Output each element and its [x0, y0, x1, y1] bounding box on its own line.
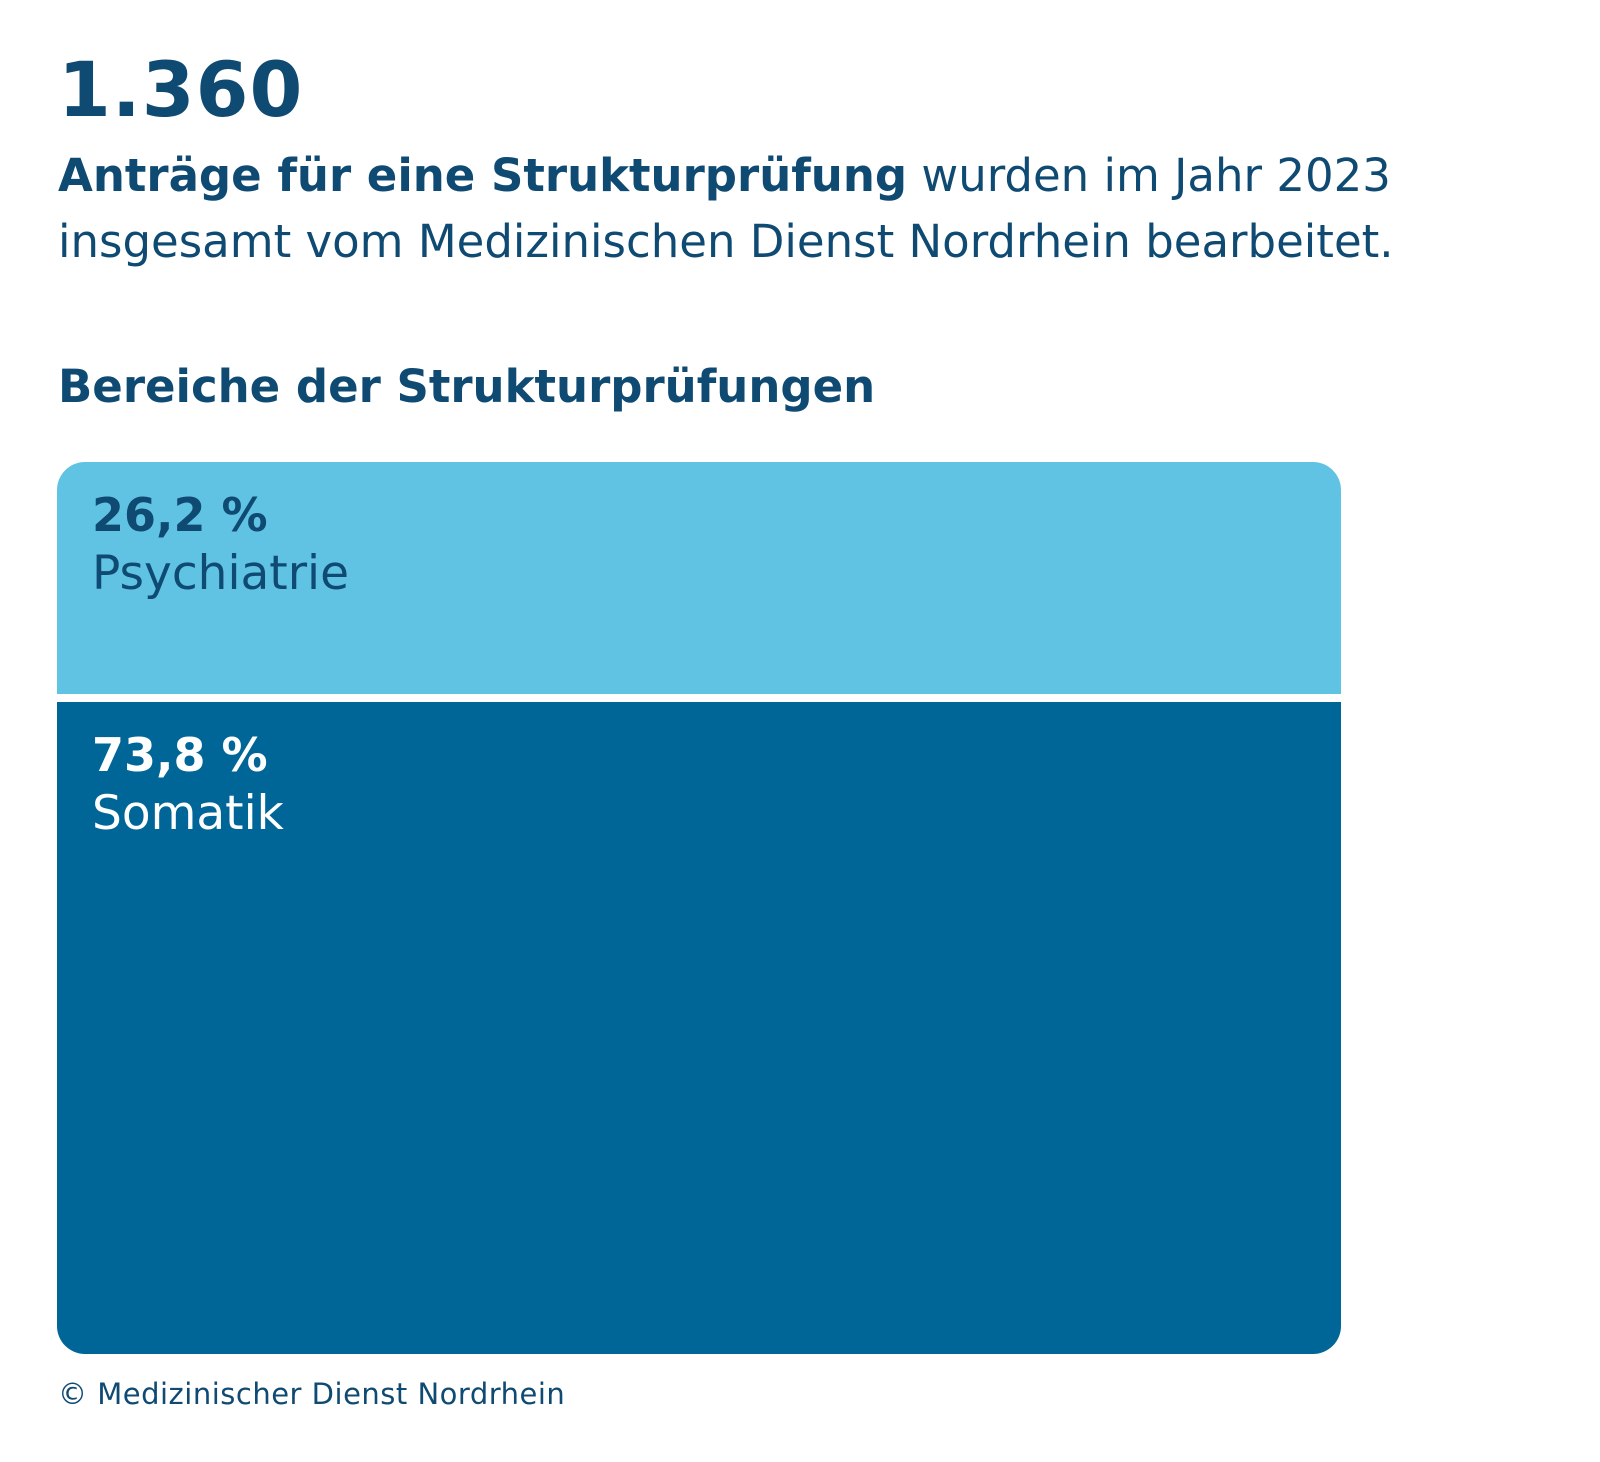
stacked-bar-chart: 26,2 % Psychiatrie 73,8 % Somatik: [57, 462, 1341, 1354]
chart-title: Bereiche der Strukturprüfungen: [58, 360, 876, 413]
bar-segment-somatik: 73,8 % Somatik: [57, 702, 1341, 1354]
copyright-credit: © Medizinischer Dienst Nordrhein: [58, 1377, 566, 1411]
data-label-value: 73,8 %: [92, 728, 268, 782]
headline-line-1: Anträge für eine Strukturprüfung wurden …: [58, 143, 1498, 209]
headline-rest-text: wurden im Jahr 2023: [907, 149, 1391, 202]
bar-segment-psychiatrie: 26,2 % Psychiatrie: [57, 462, 1341, 694]
headline-number: 1.360: [58, 45, 304, 134]
headline-line-2: insgesamt vom Medizinischen Dienst Nordr…: [58, 215, 1394, 268]
headline-text: Anträge für eine Strukturprüfung wurden …: [58, 143, 1498, 275]
data-label-category: Somatik: [92, 786, 284, 841]
data-label-value: 26,2 %: [92, 488, 268, 542]
headline-bold-text: Anträge für eine Strukturprüfung: [58, 149, 908, 202]
data-label-category: Psychiatrie: [92, 546, 350, 601]
